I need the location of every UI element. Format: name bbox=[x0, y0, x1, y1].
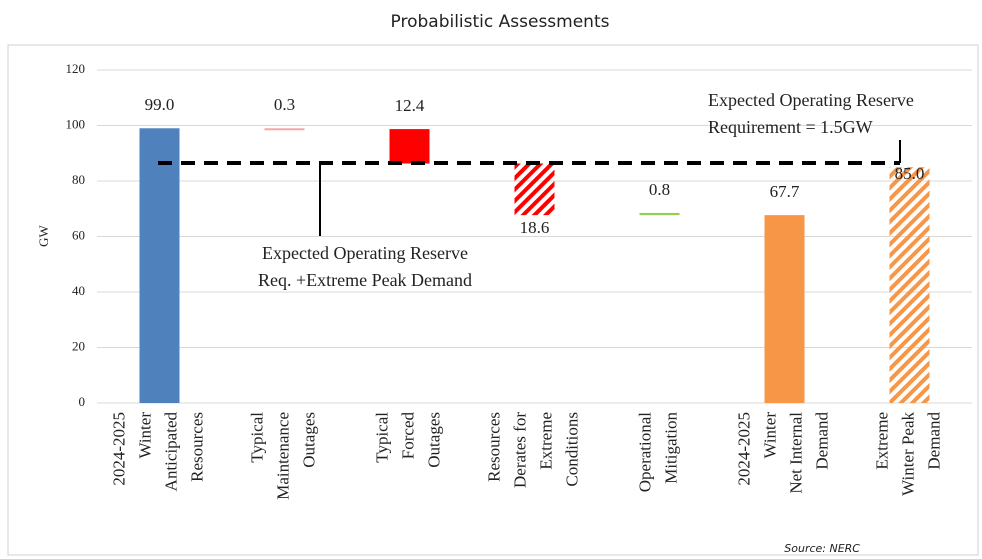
plot-frame bbox=[7, 44, 979, 556]
x-tick-label: Outages bbox=[424, 412, 443, 468]
value-label: 67.7 bbox=[770, 182, 800, 201]
x-tick-label: Outages bbox=[299, 412, 318, 468]
x-tick-label: Anticipated bbox=[161, 412, 180, 492]
x-tick-label: 2024-2025 bbox=[734, 412, 753, 486]
source: Source: NERC bbox=[784, 542, 860, 555]
x-tick-label: Winter Peak bbox=[898, 412, 917, 496]
x-tick-label: Mitigation bbox=[661, 412, 680, 484]
bar bbox=[139, 128, 180, 403]
x-tick-label: Resources bbox=[187, 412, 206, 482]
x-tick-label: Demand bbox=[812, 412, 831, 470]
value-label: 0.8 bbox=[649, 180, 670, 199]
x-tick-label: Operational bbox=[635, 412, 654, 493]
value-label: 12.4 bbox=[395, 96, 425, 115]
value-label: 99.0 bbox=[145, 95, 175, 114]
x-tick-label: Forced bbox=[398, 412, 417, 460]
value-label: 0.3 bbox=[274, 95, 295, 114]
y-axis-label: GW bbox=[36, 224, 51, 246]
x-tick-label: Net Internal bbox=[786, 412, 805, 494]
bar bbox=[764, 215, 805, 403]
y-tick-label: 100 bbox=[66, 116, 86, 131]
bar bbox=[264, 128, 305, 131]
x-tick-label: Extreme bbox=[872, 412, 891, 470]
chart-title: Probabilistic Assessments bbox=[391, 12, 610, 32]
x-tick-label: Winter bbox=[760, 412, 779, 459]
y-tick-label: 80 bbox=[72, 172, 85, 187]
y-tick-label: 40 bbox=[72, 283, 85, 298]
annotation: Requirement = 1.5GW bbox=[708, 117, 873, 137]
x-tick-label: Derates for bbox=[510, 412, 529, 488]
annotation: Req. +Extreme Peak Demand bbox=[258, 270, 472, 290]
y-tick-label: 60 bbox=[72, 227, 85, 242]
x-tick-label: Maintenance bbox=[273, 412, 292, 500]
x-tick-label: Extreme bbox=[536, 412, 555, 470]
x-tick-label: Typical bbox=[247, 412, 266, 463]
y-tick-label: 120 bbox=[66, 61, 86, 76]
y-tick-label: 0 bbox=[79, 394, 86, 409]
x-tick-label: Conditions bbox=[562, 412, 581, 487]
bar bbox=[389, 129, 430, 164]
bar bbox=[514, 163, 555, 216]
x-tick-label: Typical bbox=[372, 412, 391, 463]
x-tick-label: Winter bbox=[135, 412, 154, 459]
x-tick-label: Demand bbox=[924, 412, 943, 470]
y-tick-label: 20 bbox=[72, 338, 85, 353]
annotation: Expected Operating Reserve bbox=[708, 90, 914, 110]
bar bbox=[889, 167, 930, 403]
annotation: Expected Operating Reserve bbox=[262, 243, 468, 263]
value-label: 85.0 bbox=[895, 164, 925, 183]
bar bbox=[639, 212, 680, 216]
x-tick-label: 2024-2025 bbox=[109, 412, 128, 486]
value-label: 18.6 bbox=[520, 218, 550, 237]
x-tick-label: Resources bbox=[484, 412, 503, 482]
